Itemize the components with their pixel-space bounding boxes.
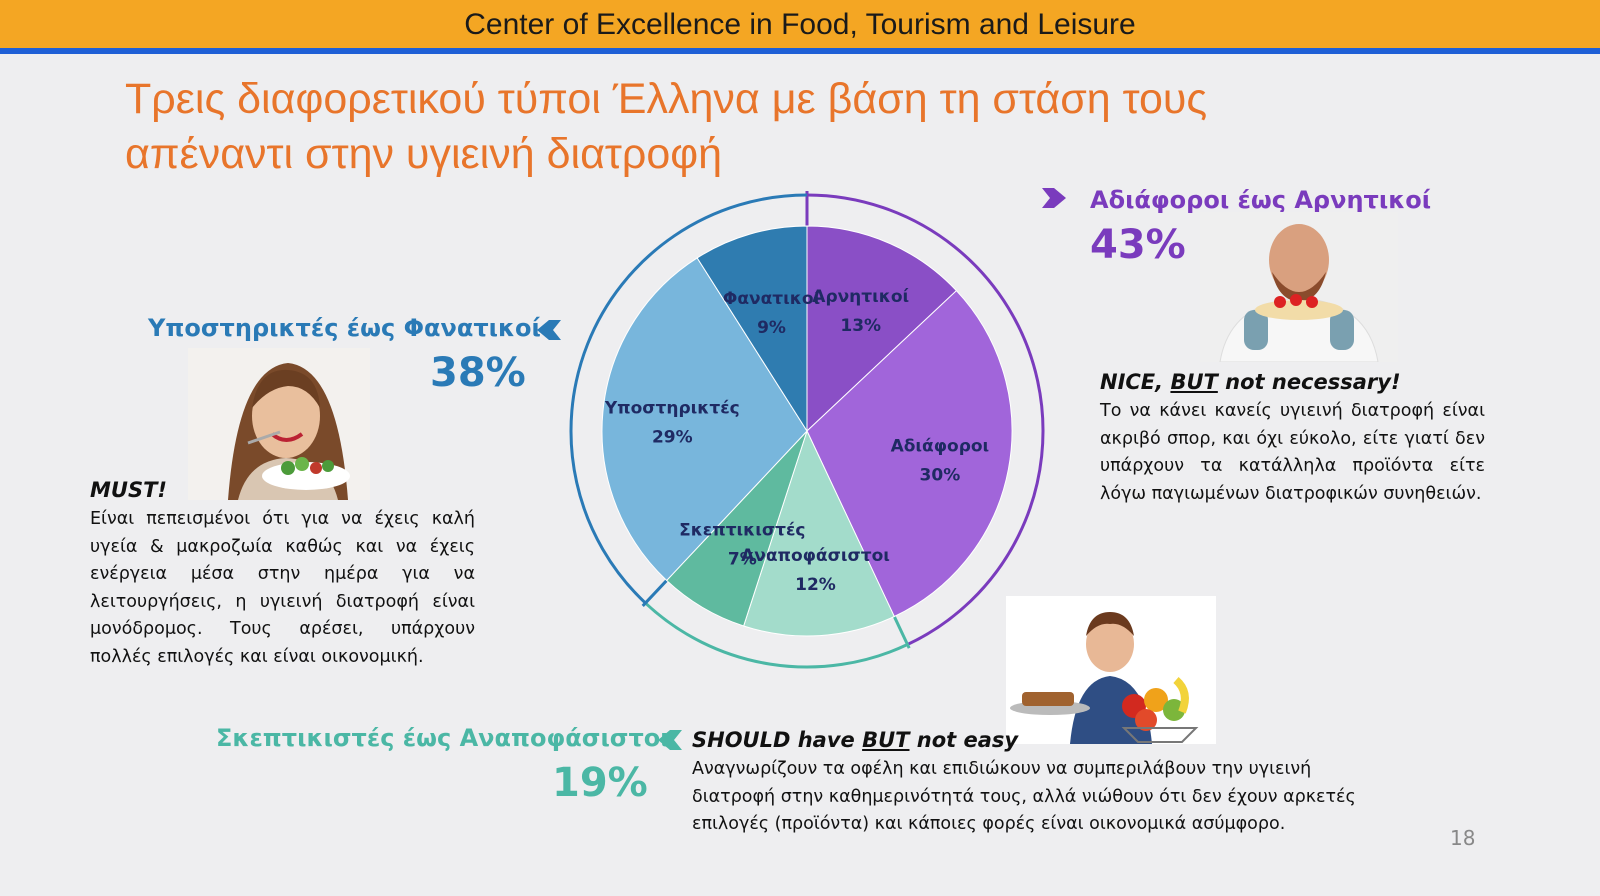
man-eating-cake-image [1200,212,1398,362]
slice-label-0: Αρνητικοί [812,287,909,307]
group-ring-1 [644,601,909,669]
slice-value-1: 30% [920,465,961,485]
header-bar [0,0,1600,54]
skeptics-subheading-pre: SHOULD have [692,728,863,752]
page-title-line-1: Τρεις διαφορετικού τύποι Έλληνα με βάση … [125,75,1208,123]
group-divider-2 [641,575,672,607]
slice-label-3: Σκεπτικιστές [679,520,805,540]
woman-eating-salad-image [188,348,370,500]
boy-with-sweets-and-fruit-image [1006,596,1216,744]
slice-label-2: Αναποφάσιστοι [741,546,890,566]
slice-label-4: Υποστηρικτές [604,398,740,418]
indifferent-subheading: NICE, BUT not necessary! [1100,370,1401,394]
slice-value-2: 12% [795,575,836,595]
slice-value-0: 13% [840,316,881,336]
slice-value-5: 9% [757,318,786,338]
skeptics-subheading-but: BUT [862,728,910,752]
slice-label-1: Αδιάφοροι [891,436,990,456]
indifferent-heading: Αδιάφοροι έως Αρνητικοί [1090,186,1432,214]
group-ring-0 [806,193,1045,646]
slide-number: 18 [1450,826,1476,850]
slice-value-4: 29% [652,427,693,447]
chevron-left-icon [658,730,682,750]
slice-label-5: Φανατικοί [723,289,820,309]
pie-slice-0 [806,225,958,433]
supporters-heading: Υποστηρικτές έως Φανατικοί [148,314,541,342]
indifferent-subheading-pre: NICE, [1100,370,1171,394]
indifferent-subheading-post: not necessary! [1217,370,1401,394]
pie-slice-1 [806,289,1013,618]
pie-slice-5 [696,225,808,433]
pie-chart: Αρνητικοί 13% Αδιάφοροι 30% Αναποφάσιστοι 12%… [569,191,1045,669]
supporters-body: Είναι πεπεισμένοι ότι για να έχεις καλή … [90,509,475,667]
skeptics-heading: Σκεπτικιστές έως Αναποφάσιστοι [216,724,670,752]
skeptics-subheading: SHOULD have BUT not easy [692,728,1018,752]
slice-value-3: 7% [728,549,757,569]
skeptics-subheading-post: not easy [909,728,1019,752]
indifferent-percent: 43% [1090,222,1186,268]
group-divider-1 [890,610,911,649]
indifferent-subheading-but: BUT [1170,370,1218,394]
skeptics-percent: 19% [552,760,648,806]
skeptics-body: Αναγνωρίζουν τα οφέλη και επιδιώκουν να … [692,759,1356,834]
group-ring-2 [569,193,808,605]
page-title-line-2: απέναντι στην υγιεινή διατροφή [125,130,723,178]
supporters-percent: 38% [430,350,526,396]
header-title: Center of Excellence in Food, Tourism an… [464,8,1136,41]
pie-slice-2 [743,429,895,637]
chevron-right-icon [1042,188,1066,208]
supporters-subheading: MUST! [90,478,167,502]
pie-slice-4 [601,257,808,582]
indifferent-body: Το να κάνει κανείς υγιεινή διατροφή είνα… [1100,401,1485,504]
chevron-left-icon [537,320,561,340]
page-title: Τρεις διαφορετικού τύποι Έλληνα με βάση … [125,72,1375,182]
